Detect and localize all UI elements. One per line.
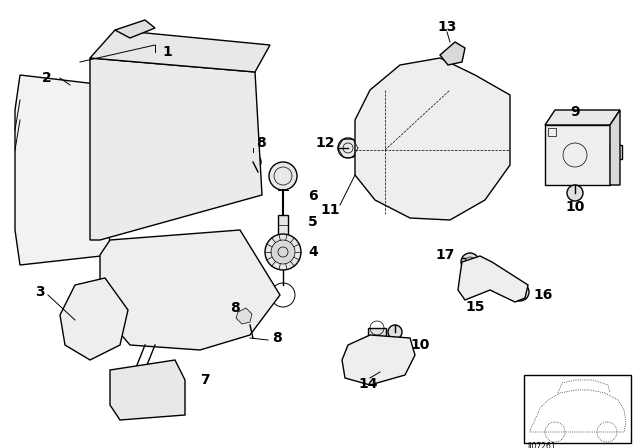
Bar	[548, 128, 556, 136]
Circle shape	[271, 240, 295, 264]
Bar	[22, 160, 36, 170]
Text: 11: 11	[320, 203, 340, 217]
Polygon shape	[100, 230, 280, 350]
Bar	[122, 373, 131, 382]
Text: 3: 3	[35, 285, 45, 299]
Circle shape	[245, 320, 255, 330]
Bar	[22, 130, 36, 140]
Polygon shape	[115, 20, 155, 38]
Polygon shape	[15, 75, 110, 265]
Circle shape	[338, 138, 358, 158]
Bar	[161, 399, 170, 408]
Text: 8: 8	[272, 331, 282, 345]
Text: 16: 16	[533, 288, 552, 302]
Bar	[122, 399, 131, 408]
Bar	[368, 328, 386, 343]
Bar	[135, 386, 144, 395]
Text: 7: 7	[200, 373, 210, 387]
Text: 2: 2	[42, 71, 52, 85]
Bar	[610, 145, 622, 159]
Circle shape	[265, 234, 301, 270]
Polygon shape	[458, 256, 528, 302]
Polygon shape	[236, 308, 252, 324]
Circle shape	[127, 80, 257, 210]
Bar	[278, 215, 288, 235]
Text: 5: 5	[308, 215, 317, 229]
Polygon shape	[545, 110, 620, 125]
Polygon shape	[440, 42, 465, 65]
Text: 4: 4	[308, 245, 317, 259]
Bar	[135, 399, 144, 408]
Bar	[148, 386, 157, 395]
Circle shape	[567, 185, 583, 201]
Text: 10: 10	[410, 338, 429, 352]
Bar	[545, 125, 610, 185]
Text: 8: 8	[256, 136, 266, 150]
Text: 12: 12	[316, 136, 335, 150]
Bar	[122, 386, 131, 395]
Bar	[161, 386, 170, 395]
Polygon shape	[90, 30, 270, 72]
Bar	[135, 373, 144, 382]
Text: 13: 13	[437, 20, 457, 34]
Text: 10: 10	[565, 200, 585, 214]
Bar	[22, 145, 36, 155]
Text: JJ07261: JJ07261	[527, 442, 556, 448]
Polygon shape	[610, 110, 620, 185]
Polygon shape	[355, 58, 510, 220]
Bar	[148, 373, 157, 382]
Text: 15: 15	[465, 300, 484, 314]
Bar	[161, 373, 170, 382]
Circle shape	[245, 154, 261, 170]
Polygon shape	[110, 360, 185, 420]
Text: 17: 17	[436, 248, 455, 262]
Bar	[524, 375, 631, 443]
Circle shape	[461, 253, 479, 271]
Polygon shape	[90, 58, 262, 240]
Text: 6: 6	[308, 189, 317, 203]
Text: 14: 14	[358, 377, 378, 391]
Text: 9: 9	[570, 105, 580, 119]
Polygon shape	[60, 278, 128, 360]
Polygon shape	[342, 335, 415, 385]
Circle shape	[388, 325, 402, 339]
Circle shape	[511, 283, 529, 301]
Text: 1: 1	[162, 45, 172, 59]
Bar	[148, 399, 157, 408]
Circle shape	[269, 162, 297, 190]
Text: 8: 8	[230, 301, 240, 315]
